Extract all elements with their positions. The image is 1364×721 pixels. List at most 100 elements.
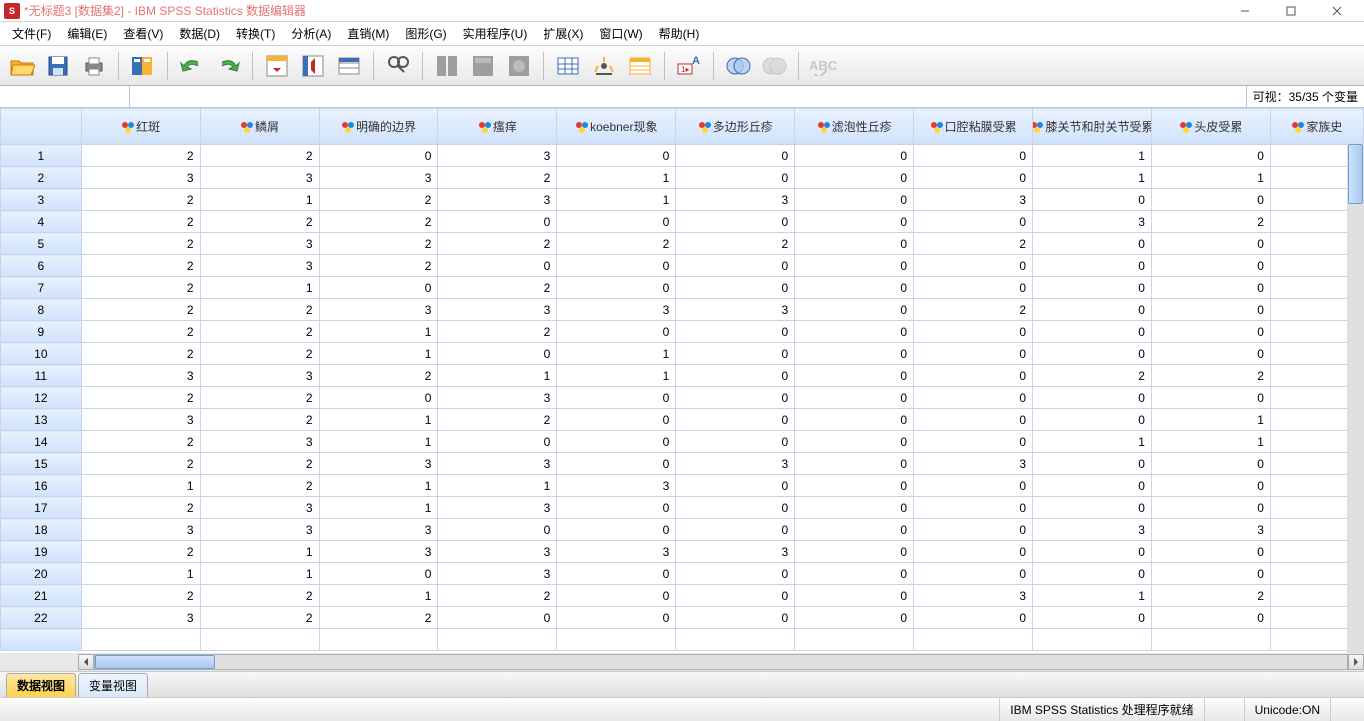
data-cell[interactable]: 0 [1151,541,1270,563]
data-cell[interactable]: 1 [319,475,438,497]
data-cell[interactable]: 0 [1033,563,1152,585]
menu-transform[interactable]: 转换(T) [228,23,283,44]
data-cell[interactable] [319,629,438,651]
data-cell[interactable]: 0 [557,431,676,453]
data-cell[interactable]: 0 [795,563,914,585]
data-cell[interactable]: 1 [319,321,438,343]
row-number[interactable]: 14 [1,431,82,453]
data-cell[interactable]: 2 [438,321,557,343]
data-cell[interactable]: 2 [200,321,319,343]
data-cell[interactable]: 3 [438,189,557,211]
data-cell[interactable]: 0 [795,541,914,563]
data-cell[interactable]: 3 [81,167,200,189]
data-cell[interactable]: 3 [676,189,795,211]
column-header[interactable]: 红斑 [81,109,200,145]
data-cell[interactable] [438,629,557,651]
data-cell[interactable]: 2 [200,453,319,475]
data-cell[interactable]: 0 [676,277,795,299]
data-cell[interactable]: 0 [319,145,438,167]
data-cell[interactable]: 3 [1151,519,1270,541]
row-number[interactable]: 18 [1,519,82,541]
data-cell[interactable]: 1 [81,563,200,585]
weight-cases-icon[interactable] [467,50,499,82]
data-cell[interactable]: 1 [1033,585,1152,607]
data-cell[interactable]: 1 [557,343,676,365]
data-cell[interactable]: 3 [557,541,676,563]
data-cell[interactable] [81,629,200,651]
data-cell[interactable]: 1 [319,497,438,519]
data-cell[interactable]: 0 [676,145,795,167]
grid-corner[interactable] [1,109,82,145]
data-cell[interactable]: 1 [1033,145,1152,167]
data-cell[interactable]: 0 [795,519,914,541]
data-cell[interactable]: 0 [438,255,557,277]
row-number[interactable]: 3 [1,189,82,211]
data-cell[interactable]: 3 [200,519,319,541]
save-icon[interactable] [42,50,74,82]
cell-selector-input[interactable] [0,86,130,107]
cell-value-input[interactable] [130,86,1247,107]
data-cell[interactable]: 0 [914,541,1033,563]
data-cell[interactable]: 0 [676,321,795,343]
data-cell[interactable]: 0 [438,211,557,233]
data-cell[interactable]: 1 [557,167,676,189]
show-all-icon[interactable] [624,50,656,82]
row-number[interactable] [1,629,82,651]
data-cell[interactable]: 3 [438,145,557,167]
data-cell[interactable]: 0 [914,321,1033,343]
data-cell[interactable]: 1 [200,563,319,585]
value-labels-icon[interactable] [552,50,584,82]
data-cell[interactable]: 1 [319,585,438,607]
data-cell[interactable]: 0 [795,453,914,475]
data-cell[interactable]: 0 [319,563,438,585]
data-cell[interactable]: 2 [1151,365,1270,387]
data-cell[interactable] [914,629,1033,651]
data-cell[interactable]: 2 [438,585,557,607]
data-cell[interactable]: 3 [438,387,557,409]
data-cell[interactable]: 0 [1151,145,1270,167]
split-file-icon[interactable] [431,50,463,82]
data-cell[interactable]: 2 [81,277,200,299]
data-cell[interactable]: 1 [557,365,676,387]
menu-file[interactable]: 文件(F) [4,23,59,44]
data-cell[interactable]: 2 [319,365,438,387]
data-cell[interactable]: 1 [81,475,200,497]
data-cell[interactable]: 0 [557,321,676,343]
data-cell[interactable]: 0 [676,519,795,541]
data-cell[interactable]: 2 [438,233,557,255]
row-number[interactable]: 11 [1,365,82,387]
data-cell[interactable]: 3 [438,497,557,519]
data-cell[interactable]: 0 [795,167,914,189]
data-cell[interactable]: 0 [1033,475,1152,497]
data-cell[interactable]: 0 [1033,255,1152,277]
column-header[interactable]: 家族史 [1270,109,1363,145]
data-cell[interactable]: 0 [1151,497,1270,519]
data-cell[interactable]: 0 [795,365,914,387]
data-cell[interactable] [557,629,676,651]
data-cell[interactable]: 0 [914,607,1033,629]
data-cell[interactable]: 2 [200,585,319,607]
data-cell[interactable]: 3 [200,497,319,519]
data-cell[interactable]: 0 [914,475,1033,497]
maximize-button[interactable] [1268,0,1314,22]
menu-analyze[interactable]: 分析(A) [283,23,339,44]
data-cell[interactable]: 0 [1033,541,1152,563]
menu-direct[interactable]: 直销(M) [339,23,397,44]
data-cell[interactable]: 0 [1151,453,1270,475]
data-cell[interactable]: 2 [557,233,676,255]
row-number[interactable]: 1 [1,145,82,167]
data-cell[interactable]: 1 [438,365,557,387]
data-cell[interactable]: 0 [1151,299,1270,321]
variables-icon[interactable] [333,50,365,82]
insert-label-icon[interactable]: 1▸A [673,50,705,82]
data-cell[interactable]: 0 [557,497,676,519]
data-cell[interactable]: 0 [438,431,557,453]
print-icon[interactable] [78,50,110,82]
data-cell[interactable]: 2 [81,189,200,211]
data-cell[interactable]: 3 [200,233,319,255]
data-cell[interactable]: 2 [1151,211,1270,233]
data-cell[interactable]: 3 [557,475,676,497]
vertical-scrollbar[interactable] [1347,144,1364,653]
data-cell[interactable]: 2 [81,299,200,321]
data-cell[interactable]: 2 [200,299,319,321]
